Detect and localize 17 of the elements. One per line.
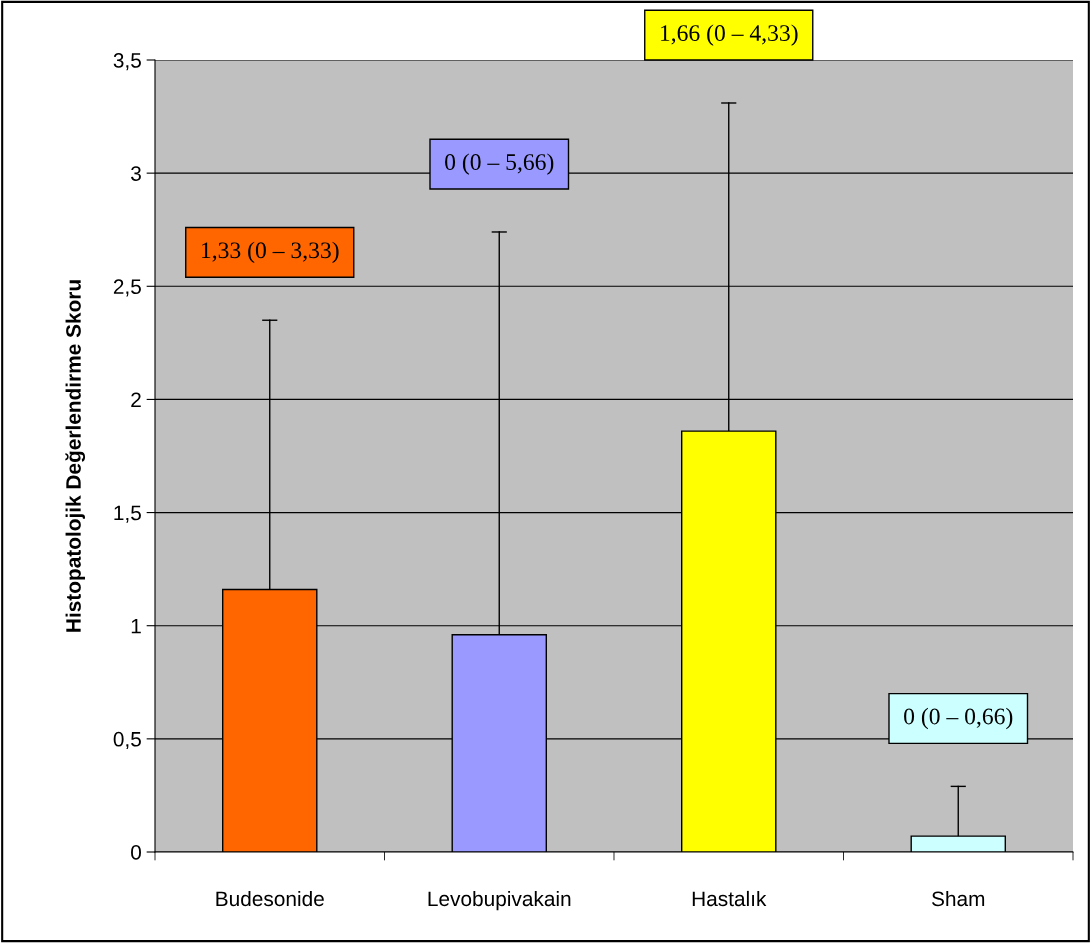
y-tick-label: 0	[131, 845, 141, 860]
annotation: 0 (0 – 0,66)	[904, 707, 1013, 730]
x-tick-label: Sham	[931, 890, 985, 907]
y-tick-label: 1	[131, 618, 141, 634]
x-tick-label: Hastalık	[692, 890, 767, 907]
y-tick-label: 0,5	[113, 731, 141, 750]
y-tick-label: 1,5	[114, 505, 141, 523]
y-tick-label: 3,5	[113, 53, 141, 71]
y-tick-label: 2,5	[113, 279, 141, 297]
y-axis-title: Histopatolojik Değerlendirme Skoru	[65, 280, 86, 632]
annotation: 1,33 (0 – 3,33)	[201, 241, 339, 264]
x-tick-label: Levobupivakain	[428, 890, 571, 911]
x-tick-label: Budesonide	[216, 890, 324, 907]
y-tick-label: 3	[131, 166, 141, 181]
y-tick-label: 2	[131, 392, 141, 407]
annotation: 0 (0 – 5,66)	[445, 153, 554, 175]
text: 1,66 (0 – 4,33)	[660, 24, 798, 46]
